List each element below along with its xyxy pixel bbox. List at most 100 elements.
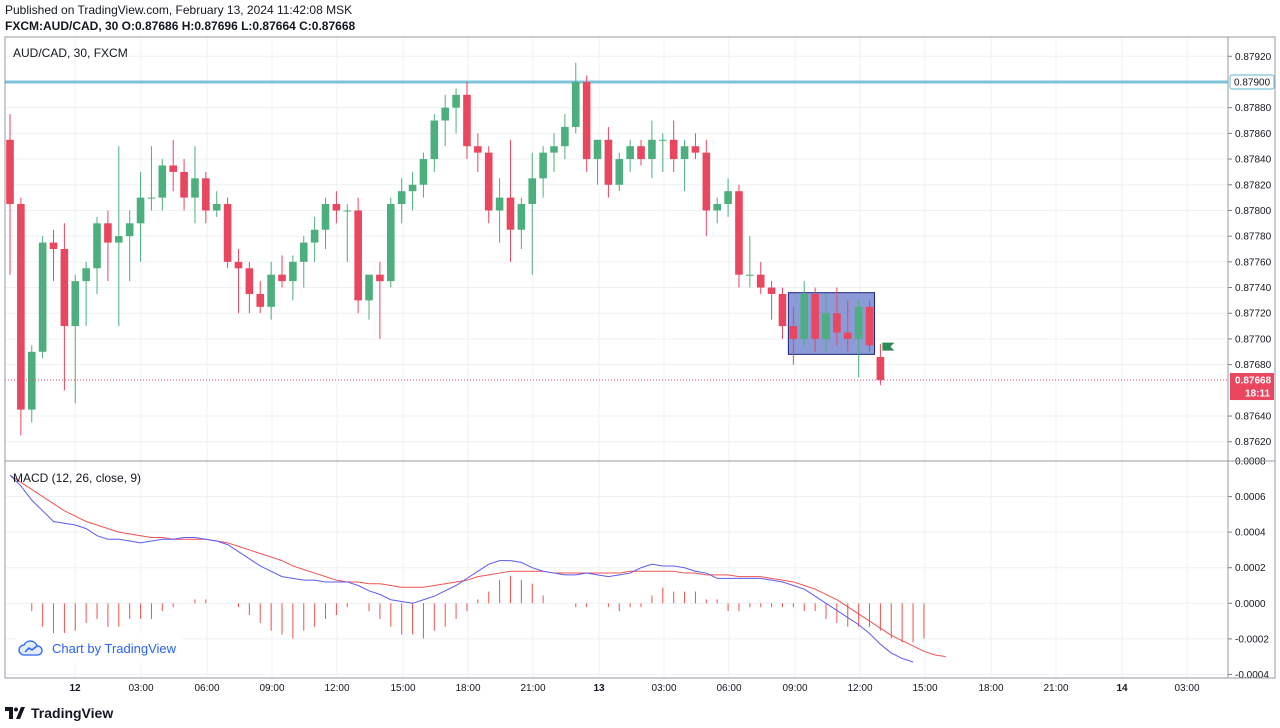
candle-body <box>756 274 765 288</box>
candle-body <box>82 268 90 282</box>
candle-body <box>571 81 580 127</box>
candle-body <box>202 178 210 211</box>
candle-body <box>811 293 819 339</box>
candle-body <box>833 313 841 333</box>
candle-body <box>691 146 700 153</box>
candle-body <box>539 152 547 179</box>
candle-body <box>735 191 743 275</box>
candle-body <box>27 351 36 410</box>
candle-body <box>495 197 504 211</box>
candle-body <box>169 165 177 172</box>
x-tick-label: 03:00 <box>1174 683 1199 694</box>
x-tick-label: 03:00 <box>651 683 676 694</box>
y-tick-label: 0.0006 <box>1235 492 1266 503</box>
candle-body <box>582 81 591 160</box>
candle-body <box>419 159 428 185</box>
y-tick-label: 0.0004 <box>1235 528 1266 539</box>
candle-body <box>376 274 384 282</box>
y-tick-label: 0.87640 <box>1235 412 1272 423</box>
candle-body <box>6 139 14 205</box>
tradingview-logo-icon <box>5 707 25 719</box>
x-tick-label: 13 <box>593 683 605 694</box>
y-tick-label: 0.87620 <box>1235 437 1272 448</box>
candle-body <box>452 94 460 108</box>
candle-body <box>387 204 395 282</box>
candle-body <box>843 332 852 339</box>
candle-body <box>550 146 558 153</box>
x-tick-label: 06:00 <box>716 683 741 694</box>
candle-body <box>474 146 482 153</box>
watermark-label: Chart by TradingView <box>52 640 177 656</box>
candle-body <box>278 274 286 282</box>
cloud-icon <box>18 640 43 656</box>
y-tick-label: 0.0002 <box>1235 563 1266 574</box>
y-tick-label: -0.0002 <box>1235 634 1269 645</box>
candle-body <box>876 356 885 381</box>
y-tick-label: 0.87760 <box>1235 257 1272 268</box>
y-tick-label: 0.87880 <box>1235 103 1272 114</box>
candle-body <box>17 204 25 410</box>
candle-body <box>789 326 798 339</box>
candle-body <box>408 184 417 192</box>
macd-label: MACD (12, 26, close, 9) <box>13 471 142 485</box>
candle-body <box>506 197 515 230</box>
y-tick-label: 0.87680 <box>1235 360 1272 371</box>
macd-pane <box>9 474 946 663</box>
y-tick-label: 0.87780 <box>1235 232 1272 243</box>
candle-body <box>256 293 265 307</box>
candle-body <box>125 223 134 237</box>
candle-body <box>648 139 656 160</box>
x-tick-label: 09:00 <box>259 683 284 694</box>
candle-body <box>354 210 362 301</box>
y-tick-label: 0.87840 <box>1235 155 1272 166</box>
candle-body <box>746 274 754 276</box>
footer-brand: TradingView <box>31 705 114 721</box>
candle-body <box>463 94 471 147</box>
candle-body <box>310 229 319 243</box>
candle-body <box>180 171 188 198</box>
candle-body <box>136 197 145 224</box>
candle-body <box>702 152 711 211</box>
candle-body <box>778 293 787 327</box>
candle-body <box>484 152 493 211</box>
candle-body <box>517 204 526 230</box>
level-price-label: 0.87900 <box>1234 77 1271 88</box>
candle-body <box>854 306 863 339</box>
last-price-tag <box>1230 373 1274 401</box>
y-tick-label: 0.87820 <box>1235 180 1272 191</box>
chart-by-tradingview-watermark[interactable]: Chart by TradingView <box>16 633 183 663</box>
candle-body <box>604 139 613 185</box>
grid-lines <box>5 37 1228 678</box>
candle-body <box>822 313 830 339</box>
signal-line <box>9 474 946 658</box>
candle-body <box>343 210 352 212</box>
candle-body <box>659 139 667 141</box>
candle-body <box>245 268 254 294</box>
y-tick-label: 0.0000 <box>1235 599 1266 610</box>
flag-icon <box>882 342 895 351</box>
candle-body <box>800 293 809 339</box>
x-tick-label: 21:00 <box>520 683 545 694</box>
candle-body <box>626 146 634 160</box>
published-line: Published on TradingView.com, February 1… <box>5 3 353 17</box>
x-tick-label: 12 <box>69 683 81 694</box>
x-tick-label: 21:00 <box>1043 683 1068 694</box>
candle-body <box>299 242 308 262</box>
candle-body <box>191 178 199 198</box>
chart-border <box>4 36 1276 679</box>
candle-body <box>289 261 297 282</box>
candle-body <box>528 178 537 205</box>
y-tick-label: 0.87720 <box>1235 309 1272 320</box>
candle-body <box>38 242 47 352</box>
price-pane <box>5 62 1228 436</box>
tradingview-footer-logo[interactable]: TradingView <box>5 705 113 721</box>
x-tick-label: 15:00 <box>912 683 937 694</box>
candle-body <box>332 204 341 211</box>
x-tick-label: 06:00 <box>194 683 219 694</box>
x-tick-label: 14 <box>1116 683 1128 694</box>
y-tick-label: 0.0008 <box>1235 457 1266 468</box>
candle-body <box>49 242 58 249</box>
candle-body <box>234 261 243 269</box>
y-tick-label: 0.87700 <box>1235 334 1272 345</box>
